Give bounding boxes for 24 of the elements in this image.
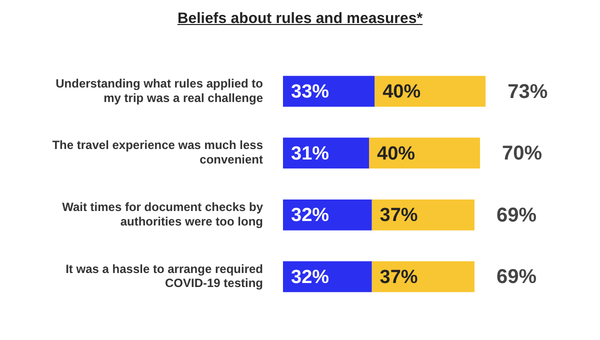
y-tick-label: Understanding what rules applied to my trip was a real challenge (56, 76, 264, 105)
total-label: 69% (496, 204, 537, 226)
bar (283, 138, 370, 169)
y-tick-label: It was a hassle to arrange required COVID-19 testing (66, 262, 263, 290)
total-label: 69% (496, 266, 537, 288)
data-label: 40% (382, 82, 421, 103)
data-label: 32% (291, 205, 330, 226)
y-tick-label: Wait times for document checks by authorities were too long (62, 200, 264, 228)
bar (372, 199, 474, 230)
total-label: 70% (502, 142, 542, 165)
bar (283, 76, 375, 107)
y-tick-label: The travel experience was much less convenient (52, 138, 264, 167)
data-label: 33% (291, 82, 330, 103)
chart-title: Beliefs about rules and measures* (177, 10, 423, 27)
data-label: 37% (380, 205, 418, 226)
data-label: 37% (380, 266, 418, 288)
bar (283, 199, 372, 230)
bar (374, 76, 486, 107)
data-label: 32% (291, 266, 330, 288)
data-label: 40% (377, 143, 416, 164)
bar (372, 261, 474, 292)
total-label: 73% (508, 80, 548, 103)
data-label: 31% (291, 143, 330, 164)
bar (369, 138, 480, 169)
